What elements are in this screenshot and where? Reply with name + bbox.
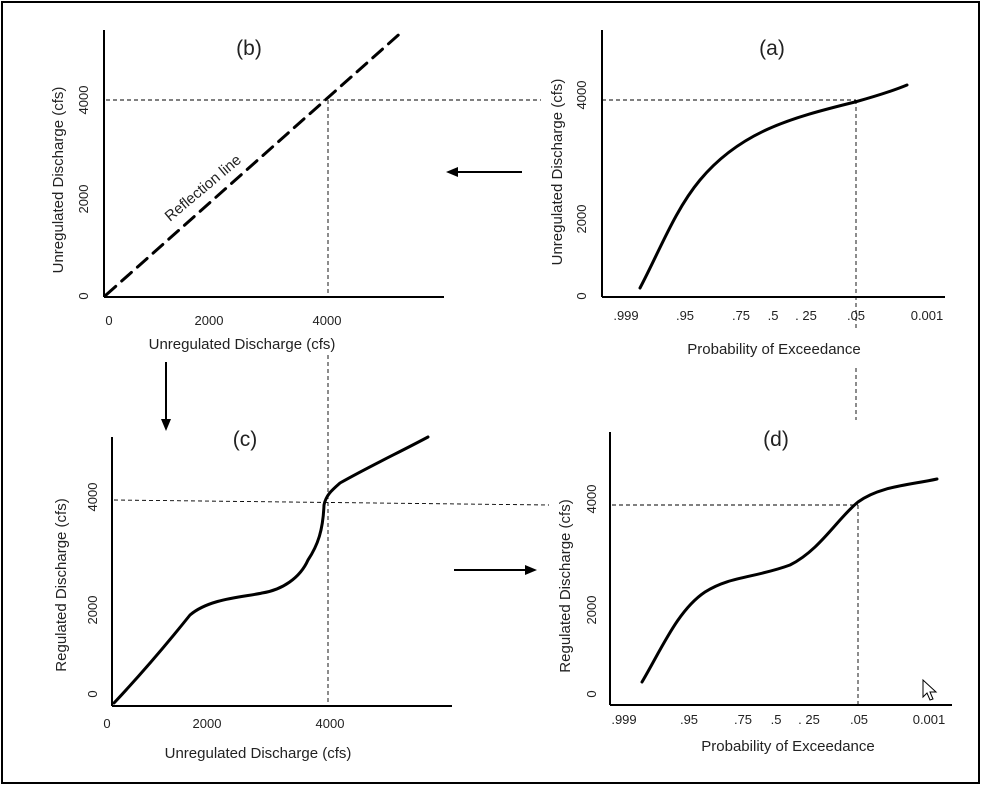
panel-a-ylabel: Unregulated Discharge (cfs) — [549, 79, 566, 266]
panel-c-label: (c) — [233, 428, 258, 451]
panel-c-ylabel: Regulated Discharge (cfs) — [53, 498, 70, 671]
panel-b-ytick: 4000 — [76, 86, 91, 115]
panel-b-xtick: 4000 — [313, 313, 342, 328]
guide-lines — [106, 99, 859, 706]
panel-b: (b) Reflection line 0 2000 4000 0 2000 4… — [50, 28, 444, 353]
panel-a-xtick: .05 — [847, 308, 865, 323]
panel-d-xtick: .95 — [680, 712, 698, 727]
panel-c: (c) 0 2000 4000 0 2000 4000 Regulated Di… — [53, 428, 452, 762]
panel-d-xtick: .999 — [611, 712, 636, 727]
panel-b-xtick: 2000 — [195, 313, 224, 328]
reflection-line-label: Reflection line — [162, 151, 245, 225]
panel-a-label: (a) — [759, 37, 785, 60]
panel-d-xtick: .5 — [771, 712, 782, 727]
panel-c-xtick: 0 — [103, 716, 110, 731]
panel-c-ytick: 0 — [85, 690, 100, 697]
panel-a-xtick: .75 — [732, 308, 750, 323]
panel-a: (a) 0 2000 4000 .999 .95 .75 .5 . 25 .05… — [549, 30, 945, 358]
panel-d-curve — [640, 477, 939, 684]
arrow-b-to-c-head — [161, 419, 171, 431]
arrow-a-to-b-head — [446, 167, 458, 177]
panel-d-xtick: .75 — [734, 712, 752, 727]
panel-b-ytick: 2000 — [76, 185, 91, 214]
panel-d: (d) 0 2000 4000 .999 .95 .75 .5 . 25 .05… — [557, 428, 952, 755]
panel-b-ytick: 0 — [76, 292, 91, 299]
panel-c-ytick: 4000 — [85, 483, 100, 512]
panel-a-xtick: .5 — [768, 308, 779, 323]
panel-a-xtick: .95 — [676, 308, 694, 323]
panel-d-label: (d) — [763, 428, 789, 451]
panel-a-xtick: . 25 — [795, 308, 817, 323]
panel-a-curve — [638, 83, 909, 290]
panel-d-xtick: 0.001 — [913, 712, 946, 727]
panel-d-ytick: 2000 — [584, 596, 599, 625]
panel-a-ytick: 0 — [574, 292, 589, 299]
panel-a-xtick: .999 — [613, 308, 638, 323]
panel-d-xtick: . 25 — [798, 712, 820, 727]
panel-d-ylabel: Regulated Discharge (cfs) — [557, 499, 574, 672]
arrow-c-to-d-head — [525, 565, 537, 575]
panel-d-ytick: 4000 — [584, 485, 599, 514]
reflection-line — [104, 28, 406, 297]
panel-d-xlabel: Probability of Exceedance — [701, 738, 874, 755]
panel-d-ytick: 0 — [584, 690, 599, 697]
panel-b-label: (b) — [236, 37, 262, 60]
panel-c-ytick: 2000 — [85, 596, 100, 625]
panel-b-xlabel: Unregulated Discharge (cfs) — [149, 336, 336, 353]
panel-d-xtick: .05 — [850, 712, 868, 727]
panel-c-xlabel: Unregulated Discharge (cfs) — [165, 745, 352, 762]
mouse-pointer-icon — [922, 678, 938, 701]
guide-line — [113, 499, 550, 506]
panel-c-xtick: 4000 — [316, 716, 345, 731]
panel-c-xtick: 2000 — [193, 716, 222, 731]
panel-a-xtick: 0.001 — [911, 308, 944, 323]
panel-a-ytick: 4000 — [574, 81, 589, 110]
panel-b-ylabel: Unregulated Discharge (cfs) — [50, 87, 67, 274]
panel-b-xtick: 0 — [105, 313, 112, 328]
panel-a-ytick: 2000 — [574, 205, 589, 234]
flow-arrows — [161, 167, 537, 575]
panel-a-xlabel: Probability of Exceedance — [687, 341, 860, 358]
panel-c-curve — [112, 435, 430, 705]
